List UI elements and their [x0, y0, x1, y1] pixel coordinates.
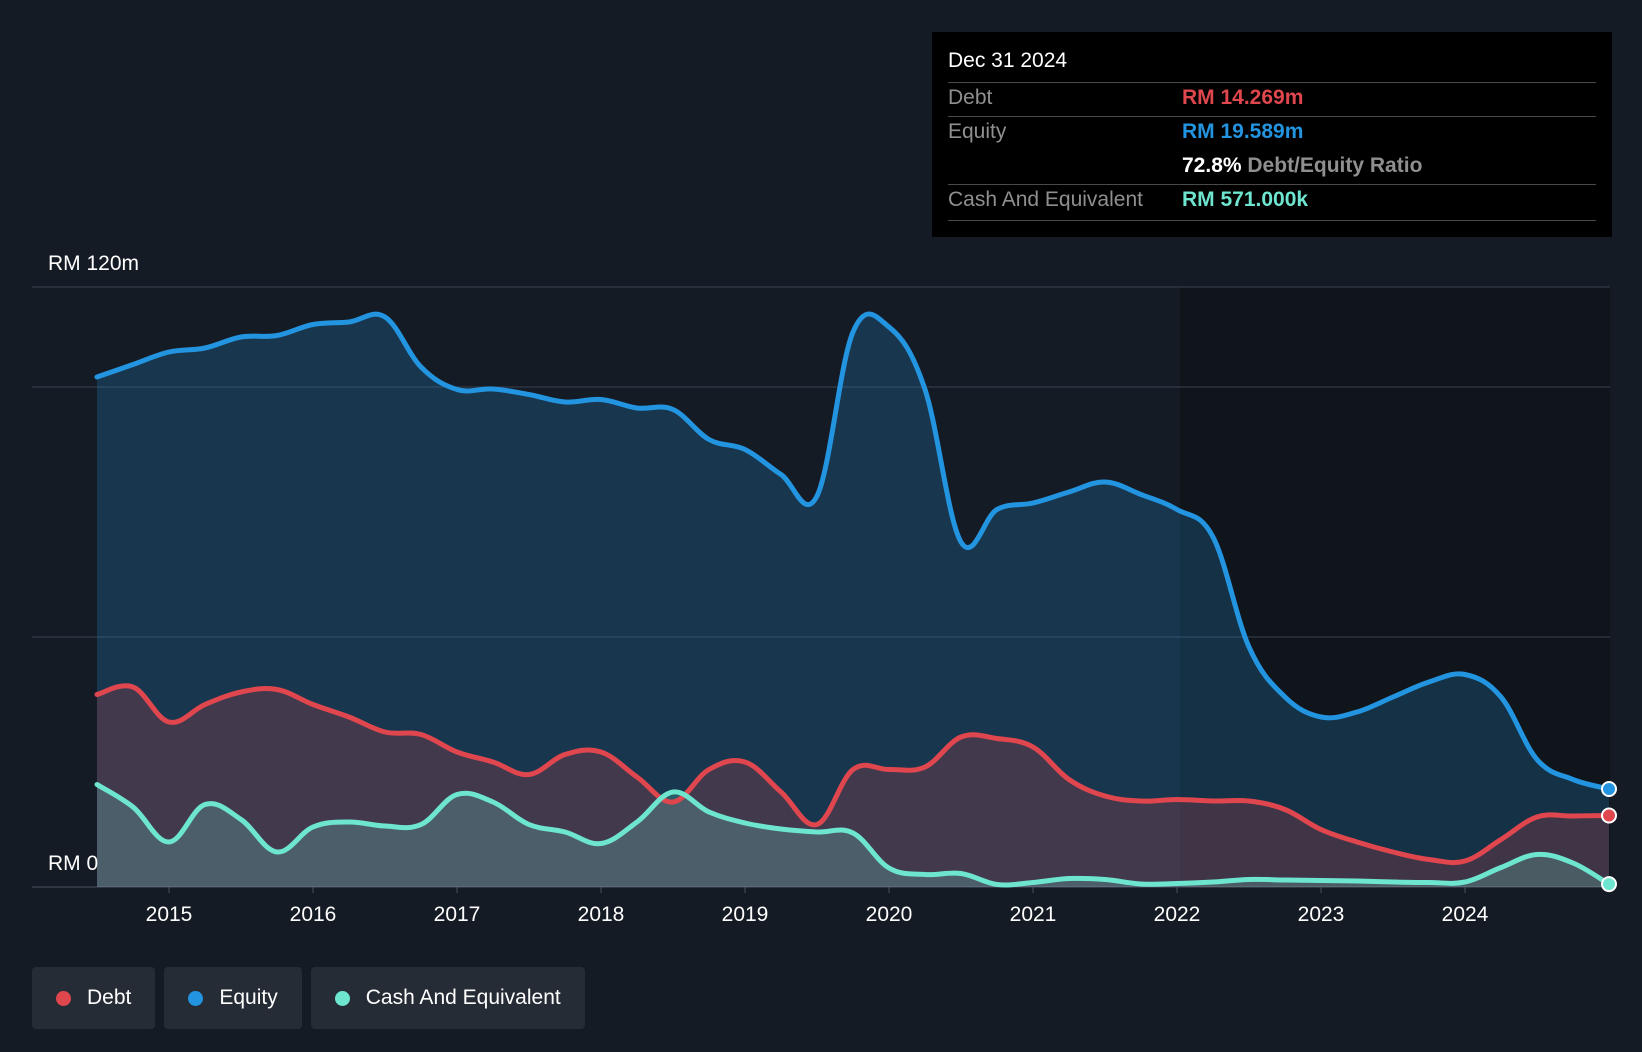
tooltip-debt-label: Debt: [948, 86, 993, 109]
series-lines: [94, 311, 1612, 888]
y-axis-bottom-label: RM 0: [48, 852, 98, 875]
equity-dot-icon: [188, 990, 204, 1006]
x-tick-label: 2018: [578, 903, 625, 926]
chart-legend: Debt Equity Cash And Equivalent: [32, 967, 585, 1029]
x-tick-label: 2021: [1010, 903, 1057, 926]
tooltip-ratio-label: Debt/Equity Ratio: [1247, 154, 1423, 177]
x-tick-label: 2020: [866, 903, 913, 926]
legend-label-equity: Equity: [219, 986, 278, 1009]
x-tick-label: 2015: [146, 903, 193, 926]
equity-line: [94, 311, 1612, 792]
x-axis-ticks: 2015 2016 2017 2018 2019 2020 2021 2022 2023 2024: [146, 887, 1489, 926]
x-tick-label: 2022: [1154, 903, 1201, 926]
tooltip-cash-label: Cash And Equivalent: [948, 188, 1143, 211]
legend-label-debt: Debt: [87, 986, 132, 1009]
debt-dot-icon: [56, 990, 71, 1006]
legend-item-debt[interactable]: Debt: [32, 967, 156, 1029]
equity-area: [97, 313, 1609, 887]
x-tick-label: 2024: [1442, 903, 1489, 926]
tooltip-equity-value: RM 19.589m: [1182, 120, 1304, 143]
tooltip-divider: [948, 220, 1596, 221]
debt-line: [94, 683, 1612, 866]
tooltip-date: Dec 31 2024: [948, 49, 1068, 72]
x-tick-label: 2017: [434, 903, 481, 926]
tooltip-debt-value: RM 14.269m: [1182, 86, 1304, 109]
tooltip-ratio-value: 72.8%: [1182, 154, 1242, 177]
tooltip-divider: [948, 184, 1596, 185]
legend-label-cash: Cash And Equivalent: [365, 986, 561, 1009]
cash-line: [94, 782, 1612, 888]
series-areas: [97, 313, 1609, 887]
equity-end-marker[interactable]: [1601, 781, 1617, 797]
grid-lines: [32, 286, 1610, 888]
cash-end-marker[interactable]: [1601, 876, 1617, 893]
tooltip-equity-label: Equity: [948, 120, 1007, 143]
end-markers: [1601, 781, 1617, 893]
x-tick-label: 2019: [722, 903, 769, 926]
x-tick-label: 2023: [1298, 903, 1345, 926]
debt-end-marker[interactable]: [1601, 807, 1617, 824]
legend-item-cash[interactable]: Cash And Equivalent: [310, 967, 585, 1029]
data-tooltip: Dec 31 2024 Debt RM 14.269m Equity RM 19…: [932, 32, 1612, 237]
cash-dot-icon: [334, 990, 350, 1006]
tooltip-divider: [948, 82, 1596, 83]
debt-area: [97, 685, 1609, 887]
y-axis-top-label: RM 120m: [48, 252, 139, 275]
tooltip-divider: [948, 116, 1596, 117]
x-tick-label: 2016: [290, 903, 337, 926]
legend-item-equity[interactable]: Equity: [164, 967, 302, 1029]
tooltip-ratio: 72.8% Debt/Equity Ratio: [1182, 154, 1422, 178]
tooltip-cash-value: RM 571.000k: [1182, 188, 1309, 211]
